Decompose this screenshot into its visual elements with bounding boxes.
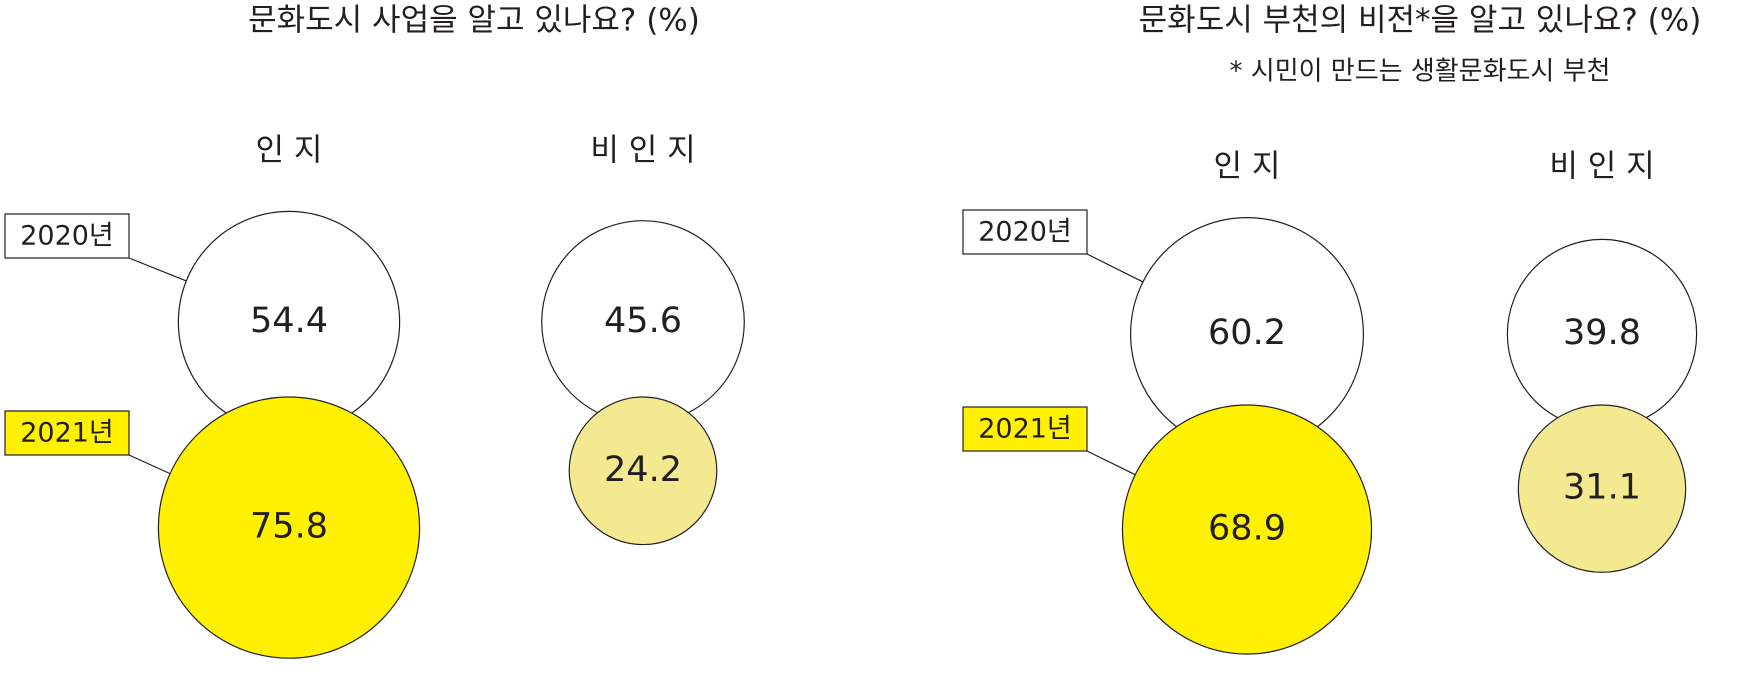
legend-box: [962, 406, 1088, 452]
leader-line: [1086, 450, 1136, 476]
category-label: 비 인 지: [1549, 149, 1654, 185]
legend-label: 2020년: [978, 217, 1072, 248]
leader-line: [1086, 253, 1144, 283]
chart-subtitle: * 시민이 만드는 생활문화도시 부천: [1230, 57, 1611, 87]
bubble: [1517, 404, 1687, 573]
legend-box: [4, 410, 130, 456]
bubble: [1121, 404, 1373, 655]
legend-box: [4, 213, 130, 259]
value-label: 68.9: [1208, 509, 1286, 549]
value-label: 31.1: [1563, 468, 1641, 508]
bubble: [157, 396, 421, 659]
value-label: 60.2: [1208, 313, 1286, 353]
category-label: 인 지: [1214, 149, 1281, 185]
value-label: 39.8: [1563, 313, 1641, 353]
chart-title: 문화도시 부천의 비전*을 알고 있나요? (%): [1139, 3, 1702, 39]
legend-label: 2020년: [20, 221, 114, 252]
value-label: 54.4: [250, 301, 328, 341]
value-label: 24.2: [604, 450, 682, 490]
legend-box: [962, 209, 1088, 255]
chart-title: 문화도시 사업을 알고 있나요? (%): [248, 3, 700, 39]
category-label: 인 지: [256, 133, 323, 169]
leader-line: [128, 454, 171, 475]
value-label: 75.8: [250, 507, 328, 547]
legend-label: 2021년: [20, 418, 114, 449]
legend-label: 2021년: [978, 414, 1072, 445]
value-label: 45.6: [604, 301, 682, 341]
bubble: [568, 396, 718, 546]
leader-line: [128, 257, 187, 282]
category-label: 비 인 지: [590, 133, 695, 169]
